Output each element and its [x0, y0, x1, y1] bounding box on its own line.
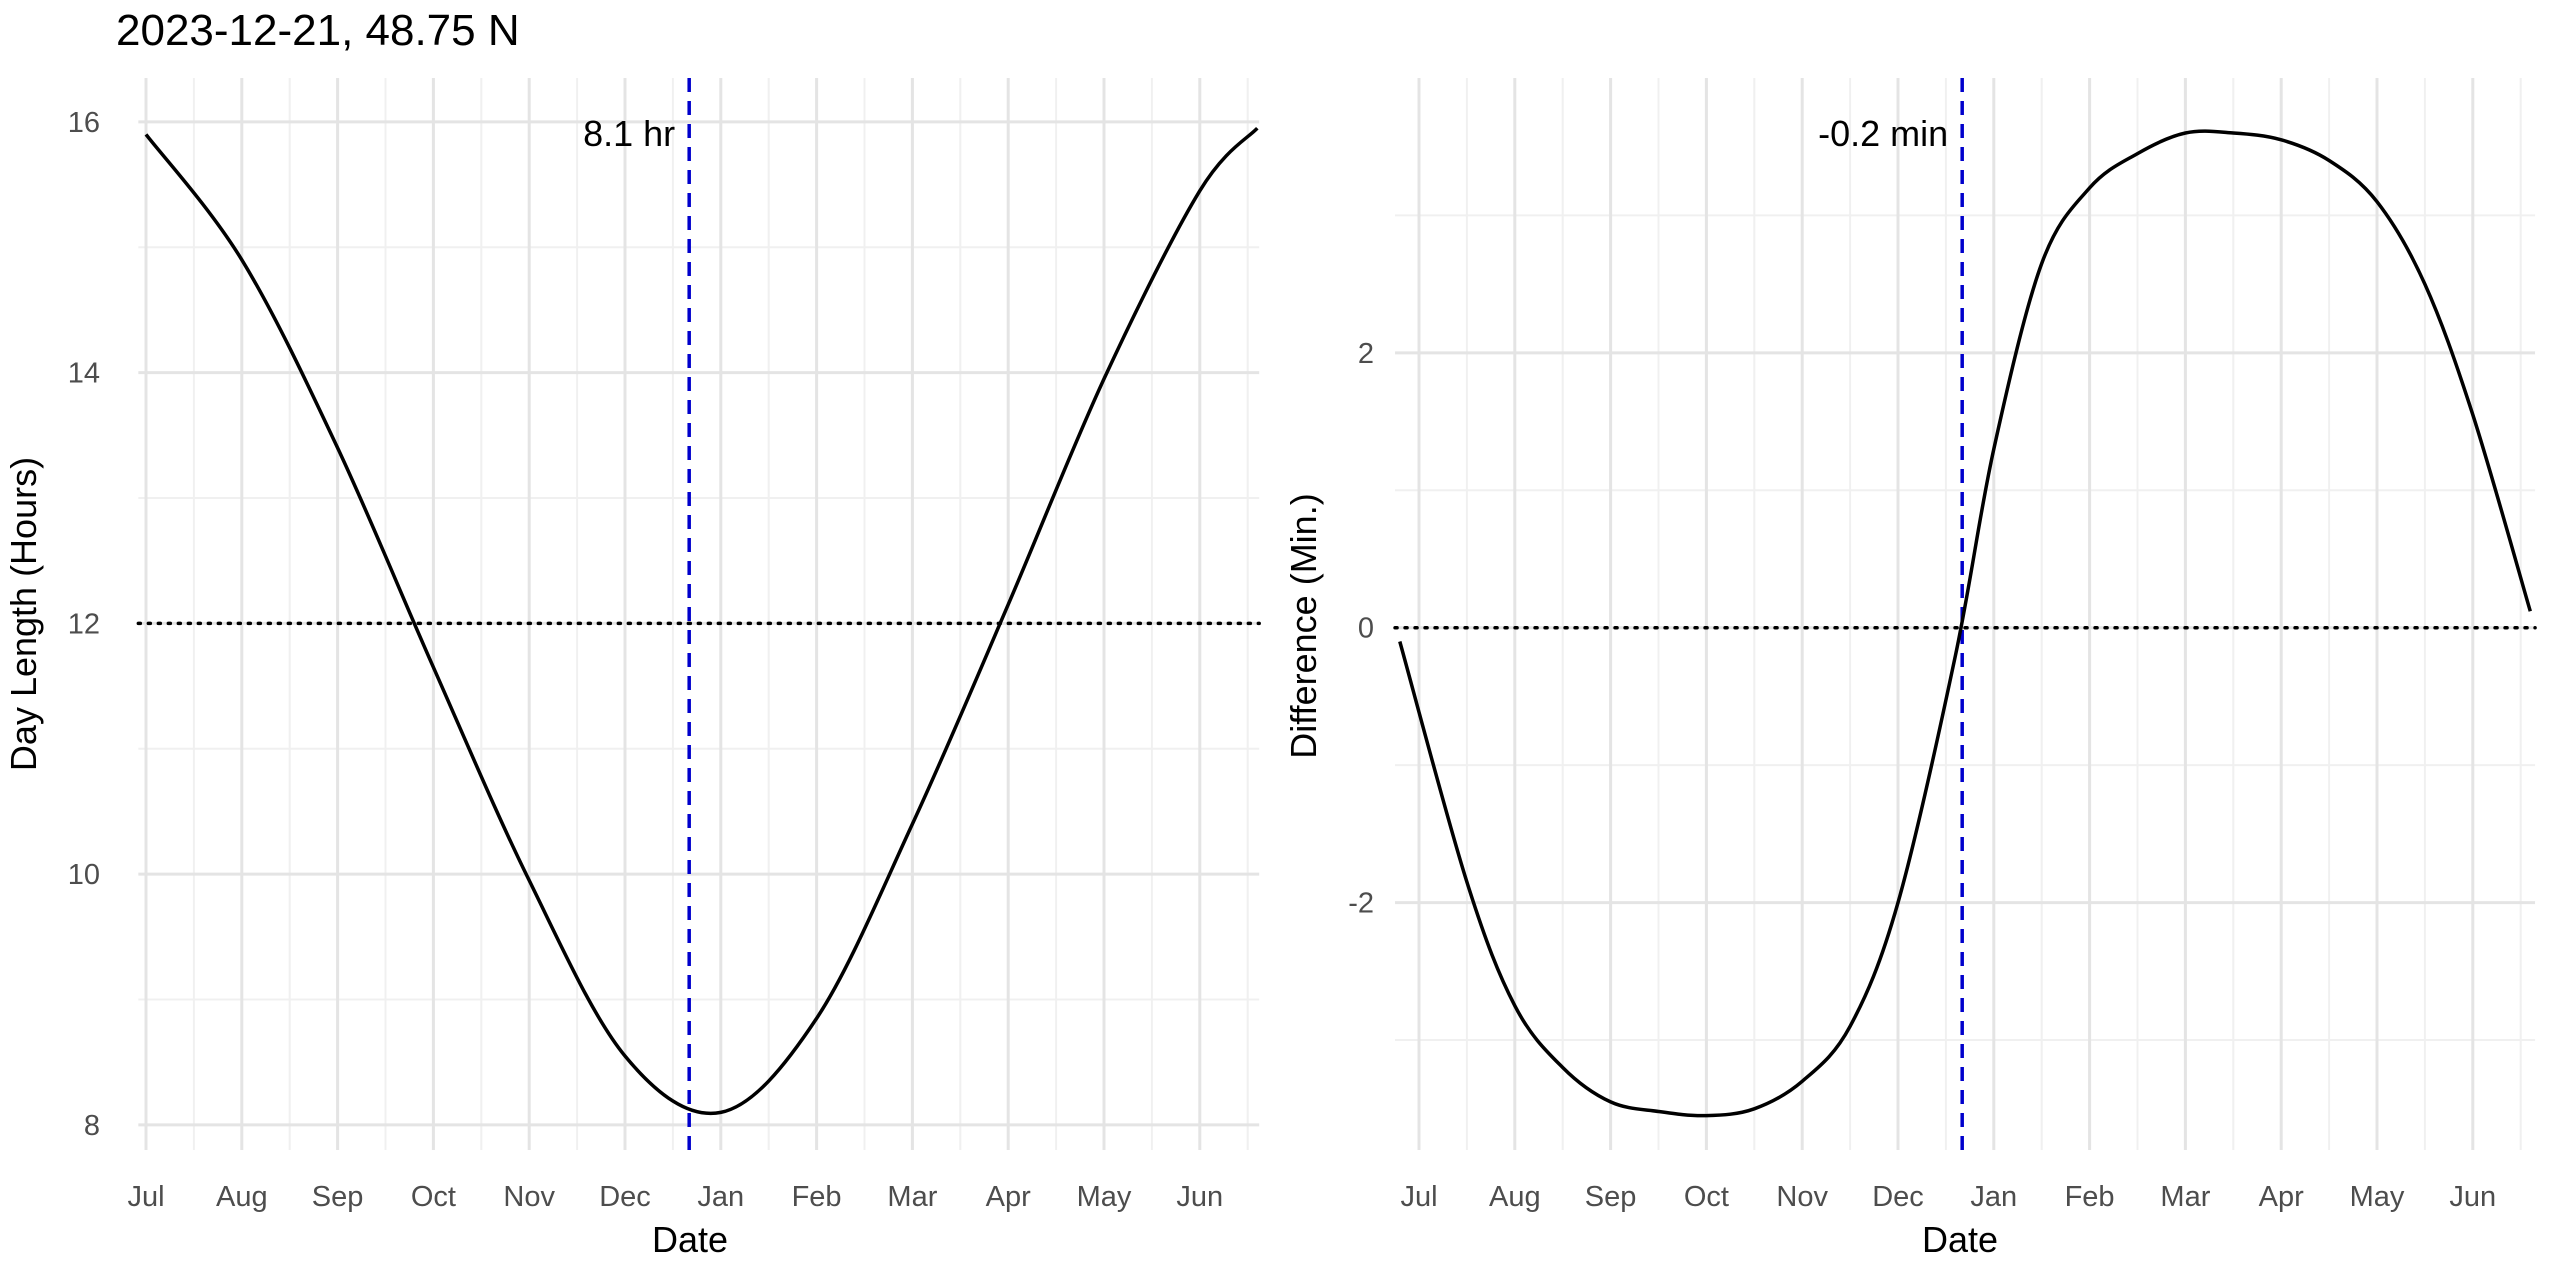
x-tick-label: Dec: [599, 1181, 651, 1213]
series-line: [1398, 129, 2532, 1118]
x-tick-label: Apr: [2259, 1181, 2304, 1213]
x-tick-label: May: [2350, 1181, 2405, 1213]
difference-panel: -2 0 2 Jul Aug Sep Oct Nov Dec Jan Feb Mar Apr May Jun…: [1283, 78, 2537, 1260]
x-tick-label: Jul: [127, 1181, 164, 1213]
x-tick-label: Dec: [1872, 1181, 1924, 1213]
current-value-label: -0.2 min: [1818, 113, 1948, 154]
x-tick-label: Nov: [1776, 1181, 1828, 1213]
y-tick-label: 0: [1358, 613, 1374, 645]
x-tick-label: Oct: [411, 1181, 456, 1213]
x-tick-label: Oct: [1684, 1181, 1729, 1213]
y-tick-label: 8: [84, 1110, 100, 1142]
y-tick-label: -2: [1348, 888, 1374, 920]
y-tick-label: 16: [68, 107, 100, 139]
x-tick-label: Aug: [1489, 1181, 1541, 1213]
y-axis-title: Difference (Min.): [1283, 493, 1324, 758]
y-tick-label: 12: [68, 608, 100, 640]
series-line: [144, 126, 1259, 1116]
y-tick-label: 2: [1358, 338, 1374, 370]
x-tick-label: Feb: [792, 1181, 842, 1213]
x-tick-label: Feb: [2065, 1181, 2115, 1213]
x-axis-title: Date: [652, 1219, 728, 1260]
x-tick-label: Mar: [887, 1181, 937, 1213]
x-tick-label: Sep: [312, 1181, 364, 1213]
x-tick-label: Apr: [986, 1181, 1031, 1213]
x-tick-label: Mar: [2160, 1181, 2210, 1213]
x-tick-label: Jan: [1970, 1181, 2017, 1213]
x-tick-label: Jun: [2449, 1181, 2496, 1213]
x-tick-label: Sep: [1585, 1181, 1637, 1213]
x-tick-label: Nov: [503, 1181, 555, 1213]
x-tick-label: Jan: [697, 1181, 744, 1213]
day-length-panel: 8 10 12 14 16 Jul Aug Sep Oct Nov Dec Jan Feb Mar Apr M…: [3, 78, 1261, 1260]
y-tick-label: 10: [68, 859, 100, 891]
y-axis-title: Day Length (Hours): [3, 457, 44, 771]
x-tick-label: Jun: [1176, 1181, 1223, 1213]
y-tick-label: 14: [68, 358, 100, 390]
x-axis-title: Date: [1922, 1219, 1998, 1260]
x-tick-label: Jul: [1400, 1181, 1437, 1213]
chart-title: 2023-12-21, 48.75 N: [116, 6, 520, 55]
x-tick-label: Aug: [216, 1181, 268, 1213]
x-tick-label: May: [1077, 1181, 1132, 1213]
current-value-label: 8.1 hr: [583, 113, 675, 154]
